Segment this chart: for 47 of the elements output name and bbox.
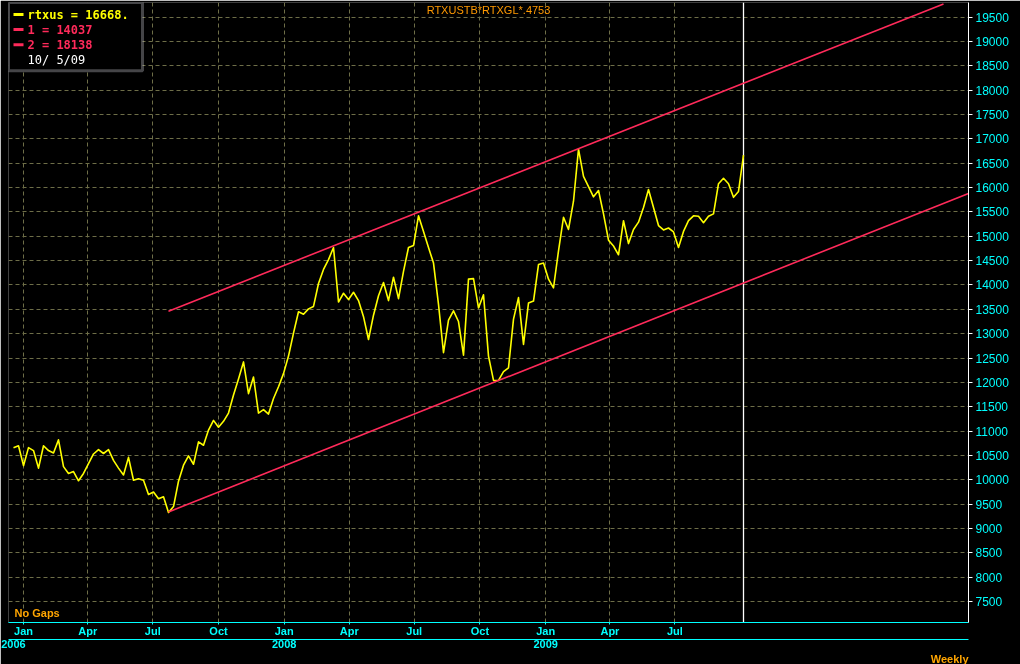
y-tick-label: 10000 [975,473,1010,488]
x-tick-label: Jan [536,624,556,637]
y-tick-label: 16000 [975,181,1010,196]
y-tick-label: 13500 [975,302,1010,317]
y-tick-label: 12500 [975,351,1010,366]
text: Weekly [930,652,970,664]
legend-label: rtxus = 16668. [27,7,129,22]
x-tick-label: Jan [14,624,34,637]
y-tick-label: 11500 [975,400,1009,415]
y-tick-label: 17500 [975,108,1010,123]
y-tick-label: 15500 [975,205,1010,220]
x-tick-label: Jul [144,624,161,637]
y-tick-label: 13000 [975,327,1010,342]
legend-label: 2 = 18138 [27,37,93,52]
y-tick-label: 14500 [975,254,1010,269]
chart-title: RTXUSTB*RTXGL*.4753 [426,3,551,16]
annotation: No Gaps [14,607,60,620]
x-tick-label: Apr [600,624,621,637]
x-tick-label: Jul [666,624,683,637]
y-tick-label: 12000 [975,375,1010,390]
y-tick-label: 10500 [975,448,1010,463]
y-tick-label: 19500 [975,10,1010,25]
x2-tick-label: 2008 [271,637,297,650]
y-tick-label: 9500 [975,497,1003,512]
x-tick-label: Oct [470,624,490,637]
y-tick-label: 17000 [975,132,1010,147]
y-tick-label: 11000 [975,424,1009,439]
legend-title: 10/ 5/09 [27,52,86,67]
y-tick-label: 15000 [975,229,1010,244]
y-tick-label: 18500 [975,59,1010,74]
y-tick-label: 8000 [975,570,1003,585]
x-tick-label: Apr [339,624,360,637]
x2-tick-label: 2006 [1,637,26,650]
y-tick-label: 9000 [975,522,1003,536]
y-tick-label: 8500 [975,546,1003,561]
x2-tick-label: 2009 [533,637,558,650]
x-tick-label: Jan [274,624,294,637]
x-tick-label: Oct [209,624,229,637]
y-tick-label: 18000 [975,83,1010,98]
y-tick-label: 14000 [975,278,1010,293]
y-tick-label: 16500 [975,156,1010,171]
x-tick-label: Apr [78,624,98,637]
legend-label: 1 = 14037 [27,22,93,37]
y-tick-label: 19000 [975,34,1010,49]
x-tick-label: Jul [406,624,423,637]
line-series [12,148,745,514]
y-tick-label: 7500 [975,595,1003,610]
